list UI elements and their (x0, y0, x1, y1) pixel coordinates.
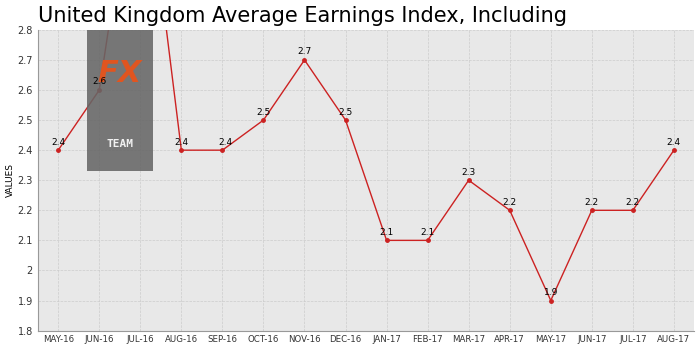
Text: 2.4: 2.4 (51, 138, 65, 147)
Text: 2.1: 2.1 (379, 228, 393, 237)
Text: 2.7: 2.7 (298, 47, 312, 56)
Text: TEAM: TEAM (106, 139, 133, 149)
Text: 2.4: 2.4 (218, 138, 232, 147)
Y-axis label: VALUES: VALUES (6, 163, 15, 197)
Text: 2.3: 2.3 (461, 168, 476, 177)
Text: 2.4: 2.4 (174, 138, 188, 147)
Text: 2.2: 2.2 (584, 198, 599, 207)
Text: 2.4: 2.4 (667, 138, 681, 147)
Text: United Kingdom Average Earnings Index, Including: United Kingdom Average Earnings Index, I… (38, 6, 567, 26)
Text: 2.5: 2.5 (338, 107, 353, 117)
Bar (87, 24, 153, 171)
Text: FX: FX (97, 59, 142, 88)
Text: 2.2: 2.2 (503, 198, 517, 207)
Text: 2.6: 2.6 (92, 77, 106, 86)
Text: 2.2: 2.2 (626, 198, 640, 207)
Text: 2.5: 2.5 (256, 107, 271, 117)
Text: 2.1: 2.1 (421, 228, 435, 237)
Text: 1.9: 1.9 (544, 288, 558, 297)
